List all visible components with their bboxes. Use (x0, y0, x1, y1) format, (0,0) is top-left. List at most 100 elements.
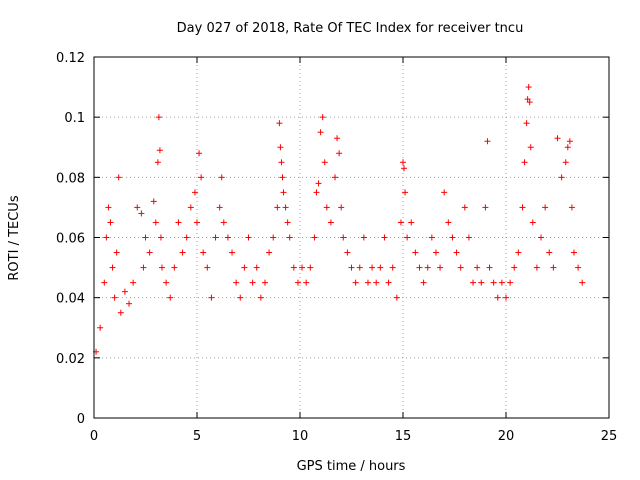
data-point (317, 129, 324, 136)
grid-lines (94, 57, 609, 418)
data-point (412, 249, 419, 256)
x-tick-label: 15 (395, 429, 412, 444)
data-point (158, 264, 165, 271)
data-point (420, 279, 427, 286)
data-point (397, 219, 404, 226)
data-point (196, 150, 203, 157)
y-tick-label: 0.1 (64, 111, 85, 126)
data-point (107, 219, 114, 226)
data-point (568, 204, 575, 211)
y-axis-ticks: 0 0.02 0.04 0.06 0.08 0.1 0.12 (56, 51, 609, 427)
data-point (157, 234, 164, 241)
data-point (474, 264, 481, 271)
data-point (445, 219, 452, 226)
data-point (321, 159, 328, 166)
data-point (290, 264, 297, 271)
data-point (416, 264, 423, 271)
data-point (204, 264, 211, 271)
y-tick-label: 0 (77, 412, 85, 427)
data-point (198, 174, 205, 181)
plot-frame (93, 56, 610, 419)
data-point (389, 264, 396, 271)
data-point (319, 114, 326, 121)
data-point (307, 264, 314, 271)
data-point (179, 249, 186, 256)
data-point (171, 264, 178, 271)
data-point (385, 279, 392, 286)
data-point (401, 165, 408, 172)
data-point (103, 234, 110, 241)
y-axis-label: ROTI / TECUs (7, 195, 22, 280)
data-point (212, 234, 219, 241)
data-point (484, 138, 491, 145)
data-point (327, 219, 334, 226)
data-point (348, 264, 355, 271)
data-point (360, 234, 367, 241)
data-point (156, 147, 163, 154)
y-tick-label: 0.02 (56, 352, 85, 367)
data-point (218, 174, 225, 181)
x-tick-label: 10 (292, 429, 309, 444)
data-point (150, 198, 157, 205)
data-point (277, 144, 284, 151)
data-point (441, 189, 448, 196)
data-point (266, 249, 273, 256)
data-point (311, 234, 318, 241)
x-tick-label: 25 (601, 429, 618, 444)
data-point (237, 294, 244, 301)
data-point (453, 249, 460, 256)
data-point (233, 279, 240, 286)
data-point (408, 219, 415, 226)
y-tick-label: 0.04 (56, 292, 85, 307)
data-point (126, 300, 133, 307)
x-axis-label: GPS time / hours (297, 459, 406, 474)
data-point (515, 249, 522, 256)
data-point (294, 279, 301, 286)
data-point (498, 279, 505, 286)
data-point (146, 249, 153, 256)
data-point (519, 204, 526, 211)
data-point (352, 279, 359, 286)
y-tick-label: 0.08 (56, 171, 85, 186)
x-axis-ticks: 0 5 10 15 20 25 (90, 57, 617, 444)
data-point (521, 159, 528, 166)
data-point (449, 234, 456, 241)
y-tick-label: 0.06 (56, 232, 85, 247)
data-point (478, 279, 485, 286)
data-point (579, 279, 586, 286)
data-point (279, 174, 286, 181)
data-point (97, 324, 104, 331)
data-point (167, 294, 174, 301)
data-point (564, 144, 571, 151)
data-point (562, 159, 569, 166)
data-point (155, 114, 162, 121)
data-point (524, 96, 531, 103)
y-tick-label: 0.12 (56, 51, 85, 66)
data-point (529, 219, 536, 226)
data-point (344, 249, 351, 256)
data-point (542, 204, 549, 211)
data-point (400, 159, 406, 166)
data-point (163, 279, 170, 286)
data-points (93, 84, 586, 355)
data-point (249, 279, 256, 286)
data-point (465, 234, 472, 241)
data-point (280, 189, 287, 196)
data-point (393, 294, 400, 301)
data-point (191, 189, 198, 196)
data-point (284, 219, 291, 226)
data-point (152, 219, 159, 226)
data-point (154, 159, 161, 166)
chart-title: Day 027 of 2018, Rate Of TEC Index for r… (177, 21, 524, 36)
data-point (511, 264, 518, 271)
data-point (546, 249, 553, 256)
data-point (554, 135, 561, 142)
data-point (428, 234, 435, 241)
data-point (216, 204, 223, 211)
data-point (200, 249, 207, 256)
data-point (224, 234, 231, 241)
data-point (525, 84, 532, 91)
data-point (303, 279, 310, 286)
data-point (338, 204, 345, 211)
